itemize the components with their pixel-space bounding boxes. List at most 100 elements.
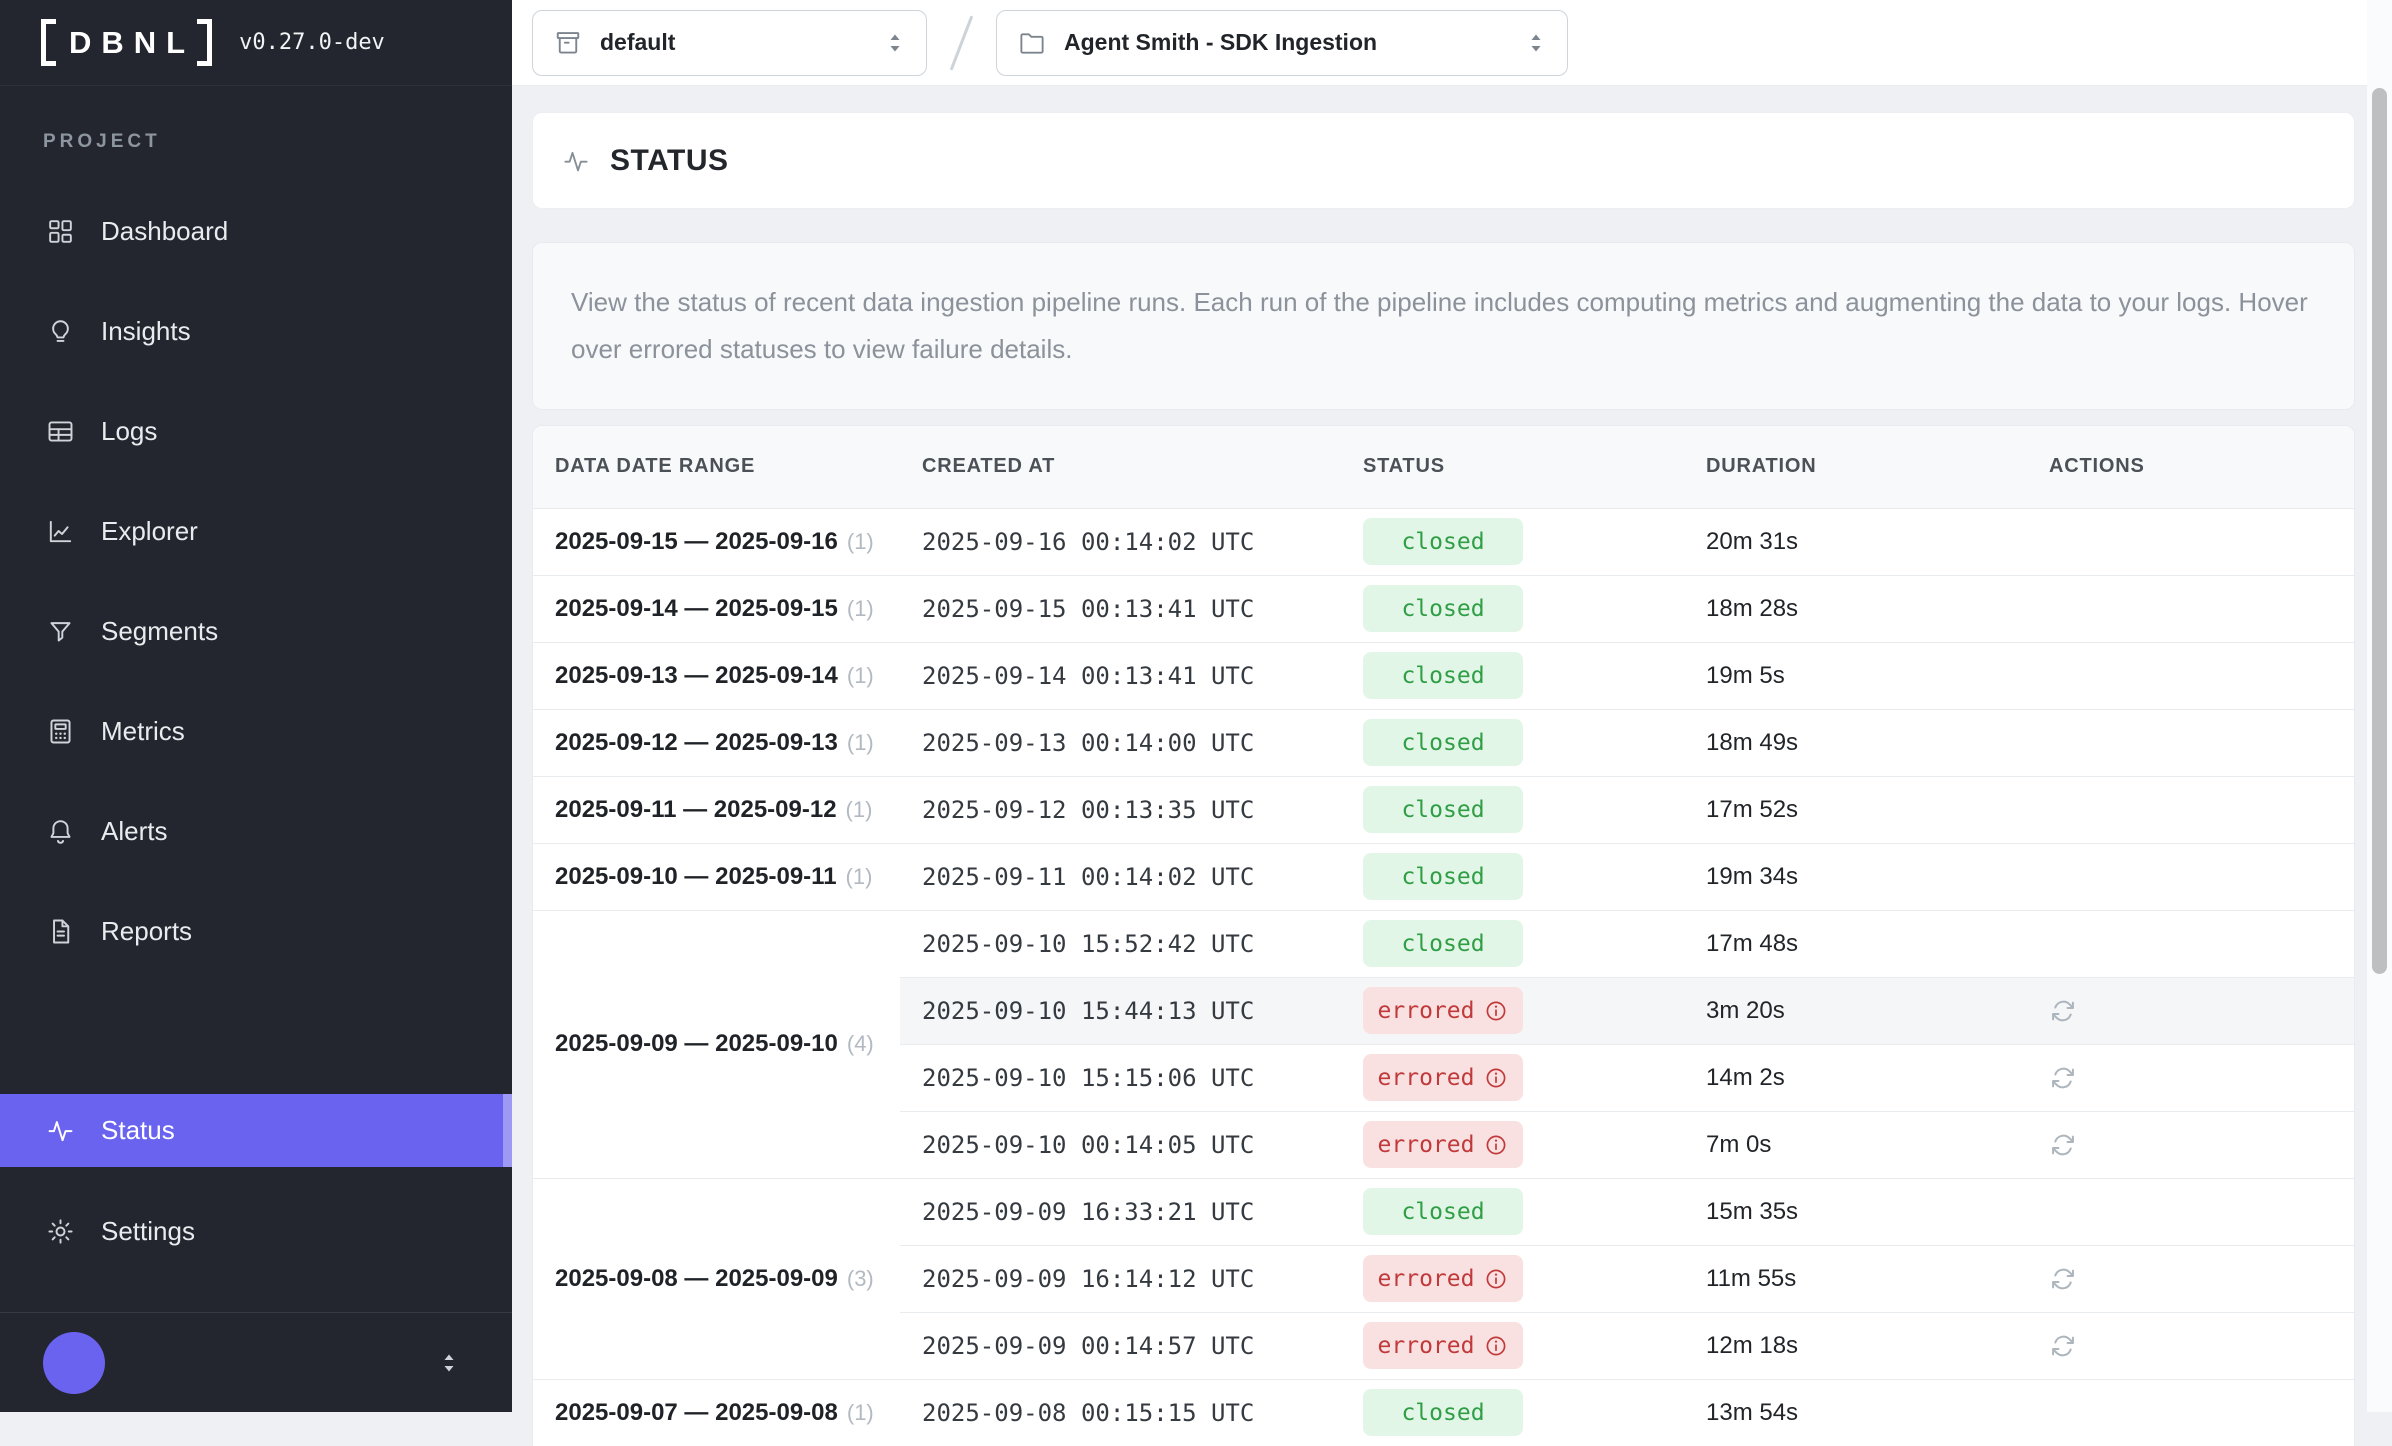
refresh-icon <box>2049 1064 2077 1092</box>
sidebar-item-label: Metrics <box>101 716 185 746</box>
status-cell: closed <box>1341 641 1684 709</box>
sidebar-item-explorer[interactable]: Explorer <box>0 495 512 568</box>
duration: 18m 49s <box>1706 728 1799 756</box>
retry-run-button[interactable] <box>2049 997 2077 1025</box>
sidebar-item-logs[interactable]: Logs <box>0 395 512 468</box>
project-selector-value: Agent Smith - SDK Ingestion <box>1064 29 1378 55</box>
namespace-selector[interactable]: default <box>532 9 927 76</box>
sidebar-item-label: Alerts <box>101 816 168 846</box>
created-at: 2025-09-10 15:15:06 UTC <box>922 1063 1255 1092</box>
page-description-card: View the status of recent data ingestion… <box>532 242 2355 410</box>
sidebar-item-status[interactable]: Status <box>0 1094 512 1167</box>
run-count: (1) <box>846 1399 874 1425</box>
segments-icon <box>45 616 76 647</box>
avatar[interactable] <box>43 1331 105 1394</box>
status-cell: errored <box>1341 1043 1684 1111</box>
retry-run-button[interactable] <box>2049 1131 2077 1159</box>
page-title-card: STATUS <box>532 112 2355 209</box>
created-at: 2025-09-13 00:14:00 UTC <box>922 728 1255 757</box>
dashboard-icon <box>45 216 76 247</box>
created-at-cell: 2025-09-08 00:15:15 UTC <box>900 1378 1341 1446</box>
run-row: 2025-09-12 — 2025-09-13 (1) 2025-09-13 00:… <box>533 708 2354 776</box>
sidebar-item-reports[interactable]: Reports <box>0 895 512 968</box>
actions-cell <box>2027 775 2354 843</box>
app-logo[interactable]: DBNL v0.27.0-dev <box>0 0 512 86</box>
status-cell: errored <box>1341 976 1684 1044</box>
logo-bracket-right <box>197 19 213 66</box>
run-row: 2025-09-10 — 2025-09-11 (1) 2025-09-11 00:… <box>533 842 2354 910</box>
runs-tbody: 2025-09-15 — 2025-09-16 (1) 2025-09-16 00:… <box>533 508 2354 1446</box>
date-range-cell: 2025-09-11 — 2025-09-12 (1) <box>533 775 900 843</box>
actions-cell <box>2027 641 2354 709</box>
status-icon <box>45 1115 76 1146</box>
chevron-updown-icon[interactable] <box>434 1348 464 1378</box>
runs-table-card: DATA DATE RANGE CREATED AT STATUS DURATION A… <box>532 425 2355 1446</box>
date-range-cell: 2025-09-08 — 2025-09-09 (3) <box>533 1177 900 1379</box>
page-title: STATUS <box>610 143 729 177</box>
sidebar-item-segments[interactable]: Segments <box>0 595 512 668</box>
run-row: 2025-09-13 — 2025-09-14 (1) 2025-09-14 00:… <box>533 641 2354 709</box>
duration-cell: 13m 54s <box>1684 1378 2027 1446</box>
runs-table-header: DATA DATE RANGE CREATED AT STATUS DURATION A… <box>533 426 2354 509</box>
run-row: 2025-09-09 16:14:12 UTC errored 11m 55s <box>533 1244 2354 1312</box>
info-circle-icon <box>1484 1066 1508 1090</box>
sidebar-item-settings[interactable]: Settings <box>0 1195 512 1268</box>
refresh-icon <box>2049 1332 2077 1360</box>
retry-run-button[interactable] <box>2049 1064 2077 1092</box>
topbar: default Agent Smith - SDK Ingestion <box>512 0 2392 86</box>
sidebar-item-label: Dashboard <box>101 216 229 246</box>
sidebar-item-metrics[interactable]: Metrics <box>0 695 512 768</box>
activity-pulse-icon <box>561 146 591 176</box>
date-range-cell: 2025-09-13 — 2025-09-14 (1) <box>533 641 900 709</box>
run-count: (1) <box>845 796 873 822</box>
folder-icon <box>1017 28 1047 58</box>
run-count: (1) <box>846 729 874 755</box>
runs-table: DATA DATE RANGE CREATED AT STATUS DURATION A… <box>533 426 2354 1446</box>
created-at: 2025-09-16 00:14:02 UTC <box>922 527 1255 556</box>
sidebar-item-dashboard[interactable]: Dashboard <box>0 195 512 268</box>
created-at-cell: 2025-09-15 00:13:41 UTC <box>900 574 1341 642</box>
run-count: (3) <box>846 1265 874 1291</box>
created-at: 2025-09-15 00:13:41 UTC <box>922 594 1255 623</box>
actions-cell <box>2027 1378 2354 1446</box>
run-row: 2025-09-15 — 2025-09-16 (1) 2025-09-16 00:… <box>533 508 2354 575</box>
metrics-icon <box>45 716 76 747</box>
scrollbar-thumb[interactable] <box>2372 88 2387 974</box>
date-range: 2025-09-11 — 2025-09-12 <box>555 795 837 823</box>
page-content: STATUS View the status of recent data in… <box>512 86 2392 1446</box>
status-badge-closed: closed <box>1363 518 1523 565</box>
status-cell: errored <box>1341 1311 1684 1379</box>
status-badge-errored[interactable]: errored <box>1363 1054 1523 1101</box>
duration: 7m 0s <box>1706 1130 1772 1158</box>
status-badge-errored[interactable]: errored <box>1363 1255 1523 1302</box>
duration: 19m 34s <box>1706 862 1799 890</box>
project-selector[interactable]: Agent Smith - SDK Ingestion <box>996 9 1568 76</box>
retry-run-button[interactable] <box>2049 1332 2077 1360</box>
duration-cell: 12m 18s <box>1684 1311 2027 1379</box>
header-row: DATA DATE RANGE CREATED AT STATUS DURATION A… <box>533 426 2354 509</box>
status-badge-errored[interactable]: errored <box>1363 987 1523 1034</box>
sidebar-item-alerts[interactable]: Alerts <box>0 795 512 868</box>
actions-cell <box>2027 708 2354 776</box>
status-badge-errored[interactable]: errored <box>1363 1121 1523 1168</box>
page-description: View the status of recent data ingestion… <box>571 287 2308 364</box>
sidebar-item-insights[interactable]: Insights <box>0 295 512 368</box>
refresh-icon <box>2049 1131 2077 1159</box>
created-at: 2025-09-11 00:14:02 UTC <box>922 862 1255 891</box>
actions-cell <box>2027 574 2354 642</box>
date-range: 2025-09-12 — 2025-09-13 <box>555 728 838 756</box>
box-icon <box>553 28 583 58</box>
status-badge-errored[interactable]: errored <box>1363 1322 1523 1369</box>
refresh-icon <box>2049 997 2077 1025</box>
refresh-icon <box>2049 1265 2077 1293</box>
created-at-cell: 2025-09-10 15:52:42 UTC <box>900 909 1341 977</box>
sidebar-item-label: Logs <box>101 416 158 446</box>
status-cell: closed <box>1341 775 1684 843</box>
duration: 19m 5s <box>1706 661 1785 689</box>
sidebar-item-label: Segments <box>101 616 219 646</box>
actions-cell <box>2027 1244 2354 1312</box>
page-scrollbar[interactable] <box>2367 0 2392 1412</box>
retry-run-button[interactable] <box>2049 1265 2077 1293</box>
user-menu-button[interactable] <box>0 1312 512 1412</box>
